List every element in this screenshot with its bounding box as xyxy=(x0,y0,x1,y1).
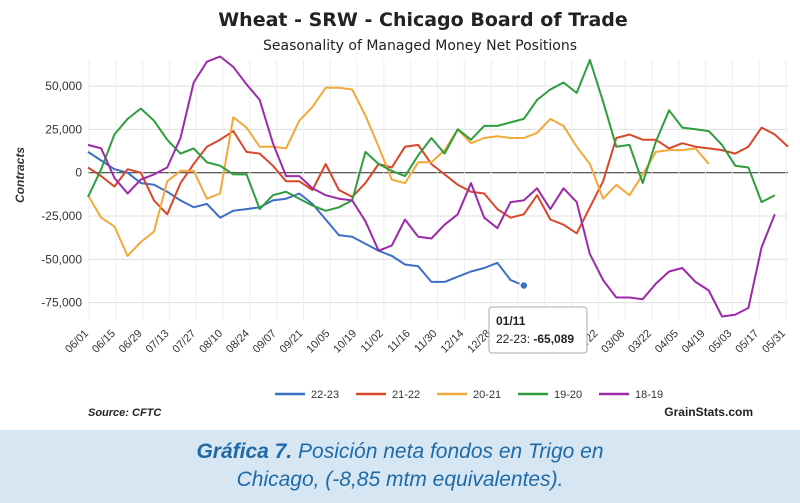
chart-subtitle: Seasonality of Managed Money Net Positio… xyxy=(263,38,577,54)
x-tick-label: 11/30 xyxy=(412,328,439,355)
x-tick-label: 05/03 xyxy=(707,328,735,356)
caption-line1-text: Posición neta fondos en Trigo en xyxy=(292,440,604,463)
caption-line-1: Gráfica 7. Posición neta fondos en Trigo… xyxy=(0,440,800,464)
chart-area: Wheat - SRW - Chicago Board of Trade Sea… xyxy=(13,9,789,419)
x-tick-label: 04/19 xyxy=(680,328,708,356)
y-tick-label: -50,000 xyxy=(41,252,82,266)
x-tick-label: 07/27 xyxy=(170,328,198,356)
x-tick-label: 11/16 xyxy=(385,328,412,355)
x-tick-label: 06/01 xyxy=(63,328,91,356)
y-tick-label: 50,000 xyxy=(45,79,82,93)
series-line-18-19 xyxy=(87,55,776,318)
brand-label: GrainStats.com xyxy=(664,405,753,419)
chart-title: Wheat - SRW - Chicago Board of Trade xyxy=(218,9,628,31)
series-line-21-22 xyxy=(87,126,789,235)
x-tick-label: 08/10 xyxy=(197,328,225,356)
legend-label-20-21[interactable]: 20-21 xyxy=(473,389,501,401)
series-line-22-23 xyxy=(87,151,525,287)
caption-area: Gráfica 7. Posición neta fondos en Trigo… xyxy=(0,430,800,503)
source-label: Source: CFTC xyxy=(88,407,162,419)
tooltip-box xyxy=(488,306,588,354)
highlight-point[interactable] xyxy=(519,280,529,291)
series-line-20-21 xyxy=(87,86,710,257)
tooltip: 01/11 22-23: -65,089 xyxy=(488,306,588,354)
caption-bold: Gráfica 7. xyxy=(196,440,293,463)
legend-label-22-23[interactable]: 22-23 xyxy=(311,389,339,401)
x-tick-label: 08/24 xyxy=(224,328,252,356)
x-tick-label: 12/14 xyxy=(438,328,466,356)
y-axis-label: Contracts xyxy=(13,147,27,203)
x-tick-label: 05/17 xyxy=(733,328,761,356)
tooltip-value: -65,089 xyxy=(533,332,574,346)
x-tick-label: 10/19 xyxy=(331,328,359,356)
legend-label-18-19[interactable]: 18-19 xyxy=(635,389,663,401)
x-tick-label: 06/15 xyxy=(90,328,118,356)
tooltip-value-line: 22-23: -65,089 xyxy=(496,332,574,346)
y-tick-label: -75,000 xyxy=(41,296,82,310)
x-tick-label: 10/05 xyxy=(304,328,332,356)
x-tick-label: 11/02 xyxy=(359,328,386,355)
y-tick-label: 0 xyxy=(75,166,82,180)
series-line-19-20 xyxy=(87,59,776,212)
caption-line-2: Chicago, (-8,85 mtm equivalentes). xyxy=(236,468,564,491)
y-tick-label: 25,000 xyxy=(45,122,82,136)
x-tick-label: 09/07 xyxy=(251,328,279,356)
legend-label-19-20[interactable]: 19-20 xyxy=(554,389,582,401)
legend-label-21-22[interactable]: 21-22 xyxy=(392,389,420,401)
x-tick-label: 04/05 xyxy=(653,328,681,356)
chart: Wheat - SRW - Chicago Board of Trade Sea… xyxy=(13,9,789,419)
x-tick-label: 03/22 xyxy=(626,328,654,356)
tooltip-series-label: 22-23: xyxy=(496,332,530,346)
x-tick-label: 05/31 xyxy=(760,328,788,356)
y-tick-label: -25,000 xyxy=(41,209,82,223)
tooltip-date: 01/11 xyxy=(496,314,526,328)
x-tick-label: 07/13 xyxy=(144,328,172,356)
x-tick-label: 09/21 xyxy=(278,328,306,356)
x-tick-label: 03/08 xyxy=(599,328,627,356)
x-tick-label: 06/29 xyxy=(117,328,145,356)
